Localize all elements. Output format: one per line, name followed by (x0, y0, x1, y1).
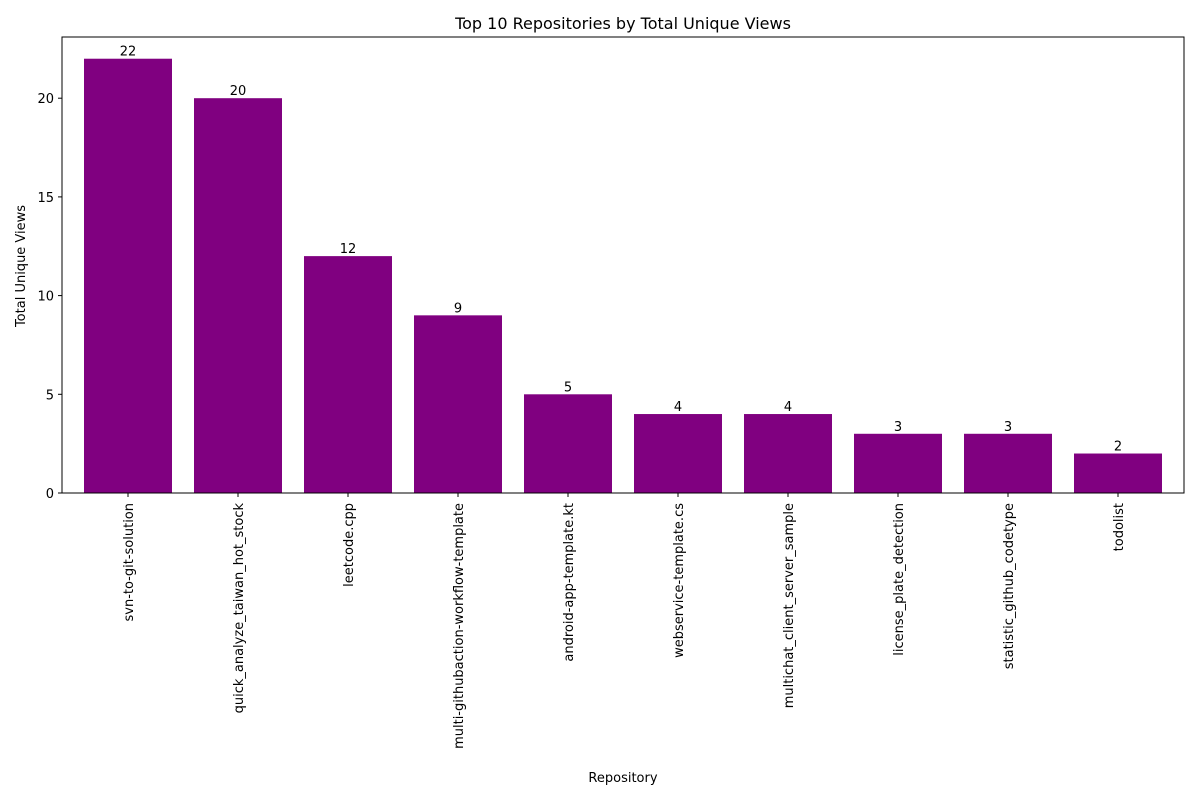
data-label-multichat_client_server_sample: 4 (784, 400, 792, 415)
x-tick-label-multi-githubaction-workflow-template: multi-githubaction-workflow-template (452, 503, 467, 749)
y-axis-label: Total Unique Views (14, 205, 29, 328)
x-tick-label-statistic_github_codetype: statistic_github_codetype (1002, 503, 1017, 669)
x-tick-label-quick_analyze_taiwan_hot_stock: quick_analyze_taiwan_hot_stock (232, 503, 247, 714)
bars-layer: 22 20 12 9 5 4 4 3 3 2 (84, 45, 1162, 494)
x-tick-label-android-app-template.kt: android-app-template.kt (562, 503, 577, 662)
x-tick-label-webservice-template.cs: webservice-template.cs (672, 503, 687, 658)
bar-multi-githubaction-workflow-template (414, 315, 502, 493)
data-label-leetcode.cpp: 12 (340, 242, 357, 257)
x-tick-label-license_plate_detection: license_plate_detection (892, 503, 907, 656)
plot-frame (61, 36, 1185, 494)
x-tick-label-leetcode.cpp: leetcode.cpp (342, 503, 357, 587)
bar-license_plate_detection (854, 433, 942, 493)
axes-layer: svn-to-git-solution quick_analyze_taiwan_… (37, 36, 1185, 749)
data-label-svn-to-git-solution: 22 (120, 45, 137, 60)
data-label-license_plate_detection: 3 (894, 420, 902, 435)
data-label-webservice-template.cs: 4 (674, 400, 682, 415)
x-tick-label-multichat_client_server_sample: multichat_client_server_sample (782, 503, 797, 708)
data-label-statistic_github_codetype: 3 (1004, 420, 1012, 435)
data-label-android-app-template.kt: 5 (564, 380, 572, 395)
x-tick-label-svn-to-git-solution: svn-to-git-solution (122, 503, 137, 622)
bar-todolist (1074, 453, 1162, 493)
y-tick-label-5: 5 (46, 388, 54, 403)
bar-statistic_github_codetype (964, 433, 1052, 493)
bar-leetcode.cpp (304, 256, 392, 493)
bar-svn-to-git-solution (84, 58, 172, 493)
y-tick-label-15: 15 (37, 191, 54, 206)
x-tick-label-todolist: todolist (1112, 503, 1127, 551)
y-tick-label-0: 0 (46, 487, 54, 502)
bar-multichat_client_server_sample (744, 414, 832, 493)
x-axis-label: Repository (588, 771, 657, 786)
data-label-todolist: 2 (1114, 440, 1122, 455)
bar-android-app-template.kt (524, 394, 612, 493)
data-label-multi-githubaction-workflow-template: 9 (454, 301, 462, 316)
bar-webservice-template.cs (634, 414, 722, 493)
bar-quick_analyze_taiwan_hot_stock (194, 98, 282, 494)
data-label-quick_analyze_taiwan_hot_stock: 20 (230, 84, 247, 99)
y-tick-label-10: 10 (37, 290, 54, 305)
chart-title: Top 10 Repositories by Total Unique View… (454, 14, 791, 33)
y-tick-label-20: 20 (37, 92, 54, 107)
